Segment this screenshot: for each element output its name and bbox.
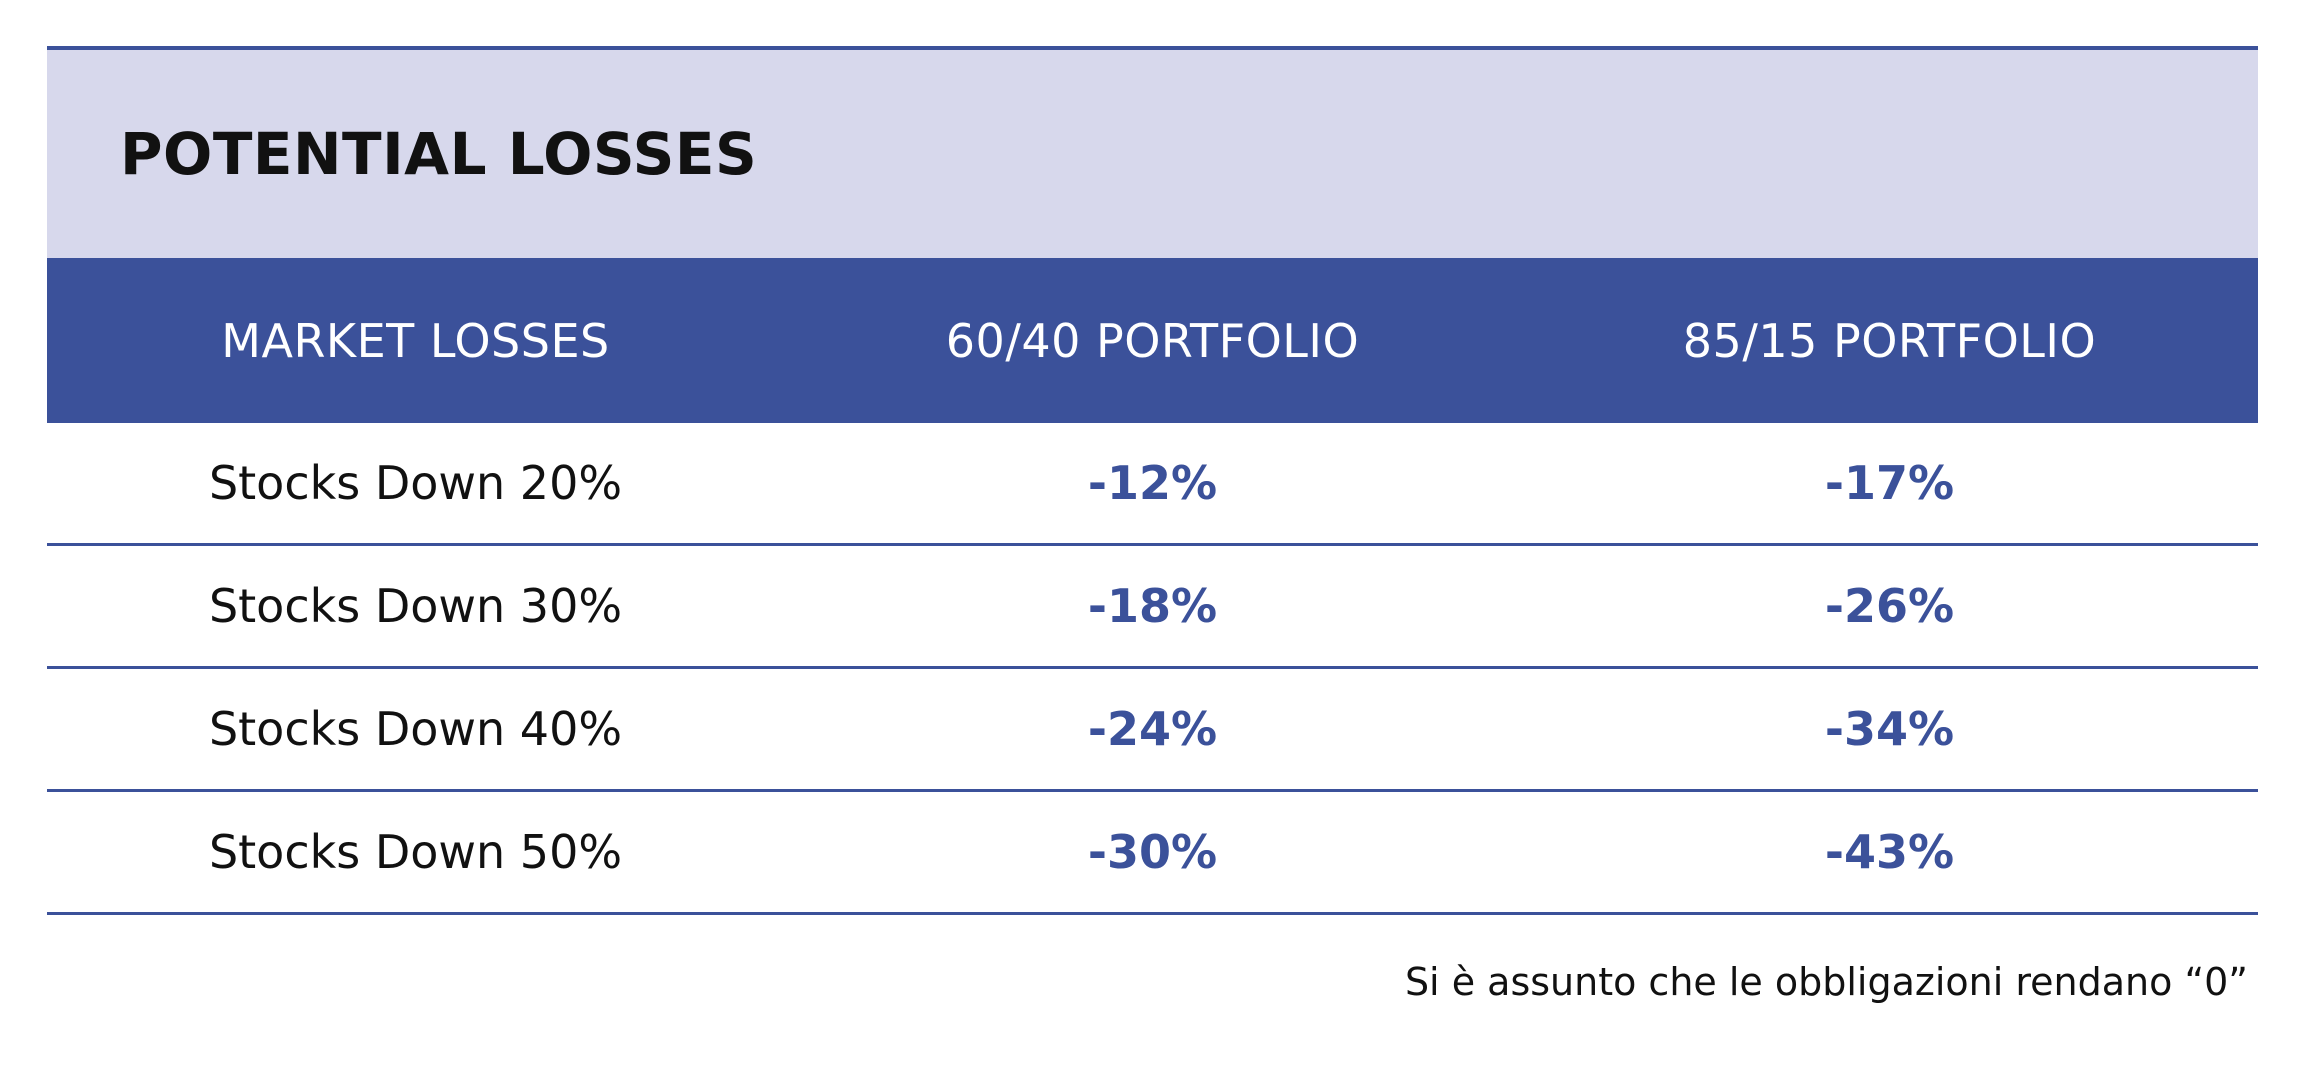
- table-row: Stocks Down 30% -18% -26%: [47, 546, 2258, 669]
- table-title: POTENTIAL LOSSES: [120, 120, 758, 188]
- table-row: Stocks Down 20% -12% -17%: [47, 423, 2258, 546]
- portfolio-85-15-cell: -17%: [1824, 456, 1955, 510]
- footnote: Si è assunto che le obbligazioni rendano…: [1404, 960, 2248, 1004]
- portfolio-85-15-cell: -34%: [1824, 702, 1955, 756]
- header-60-40-portfolio: 60/40 PORTFOLIO: [945, 313, 1360, 368]
- table-row: Stocks Down 40% -24% -34%: [47, 669, 2258, 792]
- market-loss-cell: Stocks Down 50%: [208, 825, 623, 879]
- portfolio-60-40-cell: -30%: [1087, 825, 1218, 879]
- header-85-15-portfolio: 85/15 PORTFOLIO: [1682, 313, 2097, 368]
- portfolio-60-40-cell: -18%: [1087, 579, 1218, 633]
- portfolio-60-40-cell: -24%: [1087, 702, 1218, 756]
- portfolio-85-15-cell: -26%: [1824, 579, 1955, 633]
- header-market-losses: MARKET LOSSES: [221, 313, 610, 368]
- market-loss-cell: Stocks Down 20%: [208, 456, 623, 510]
- potential-losses-table: POTENTIAL LOSSES MARKET LOSSES 60/40 POR…: [47, 46, 2258, 915]
- market-loss-cell: Stocks Down 30%: [208, 579, 623, 633]
- table-row: Stocks Down 50% -30% -43%: [47, 792, 2258, 915]
- market-loss-cell: Stocks Down 40%: [208, 702, 623, 756]
- portfolio-60-40-cell: -12%: [1087, 456, 1218, 510]
- table-header-row: MARKET LOSSES 60/40 PORTFOLIO 85/15 PORT…: [47, 258, 2258, 423]
- portfolio-85-15-cell: -43%: [1824, 825, 1955, 879]
- table-title-bar: POTENTIAL LOSSES: [47, 46, 2258, 258]
